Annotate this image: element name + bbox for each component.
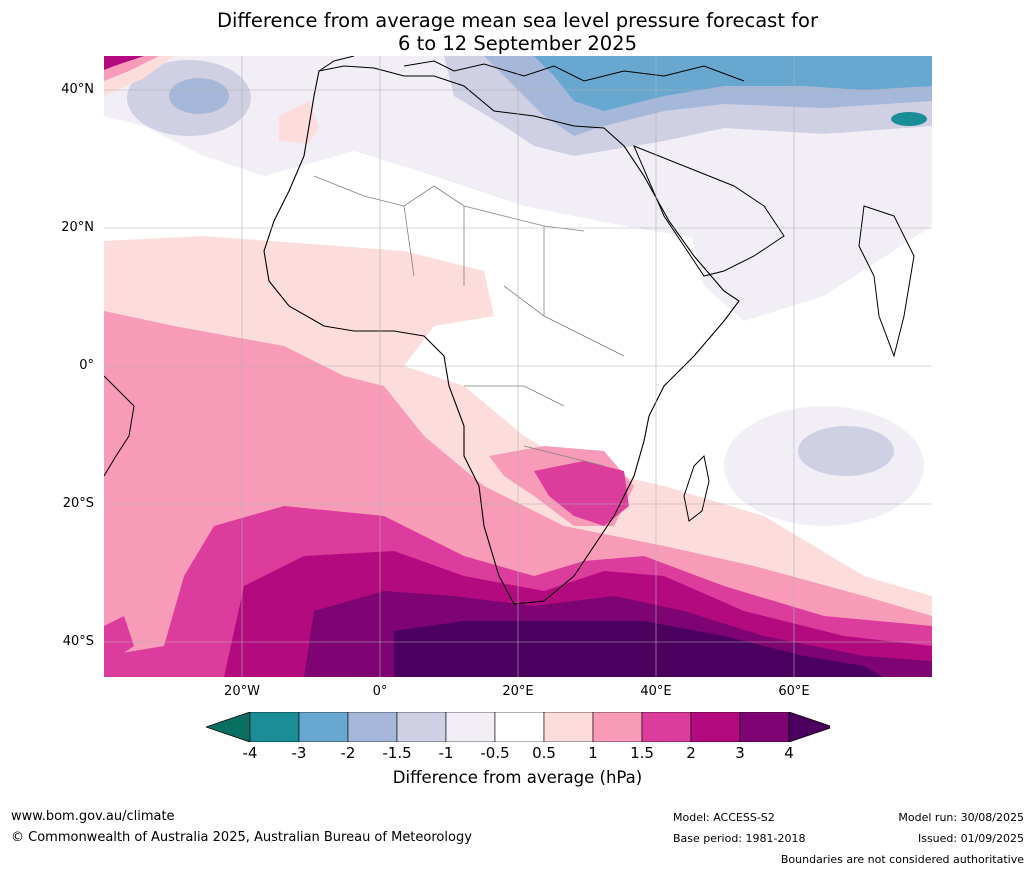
colorbar-tick-label: 0.5 <box>532 744 556 762</box>
colorbar-label: Difference from average (hPa) <box>392 768 643 787</box>
colorbar-tick-label: -2 <box>340 744 356 762</box>
colorbar-swatch <box>543 712 594 742</box>
website-link[interactable]: www.bom.gov.au/climate <box>11 809 175 824</box>
colorbar-tick-label: 1 <box>588 744 598 762</box>
map-title-period: 6 to 12 September 2025 <box>398 32 637 55</box>
colorbar-swatch <box>396 712 447 742</box>
colorbar-tick-label: 2 <box>686 744 696 762</box>
map-title: Difference from average mean sea level p… <box>217 9 818 32</box>
colorbar-swatch <box>690 712 741 742</box>
lon-label-60e: 60°E <box>778 684 810 699</box>
model-run-text: Model run: 30/08/2025 <box>898 811 1024 824</box>
colorbar-swatch <box>347 712 398 742</box>
colorbar-under-arrow <box>206 712 251 742</box>
colorbar-tick-label: 1.5 <box>630 744 654 762</box>
model-text: Model: ACCESS-S2 <box>673 811 775 824</box>
lat-label-20s: 20°S <box>62 496 94 511</box>
pressure-anomaly-map <box>104 56 932 677</box>
colorbar-tick-label: -3 <box>291 744 307 762</box>
colorbar-swatch <box>298 712 349 742</box>
colorbar-tick-label: 4 <box>784 744 794 762</box>
lon-label-0: 0° <box>372 684 388 699</box>
colorbar-tick-label: -1.5 <box>382 744 412 762</box>
lat-label-0: 0° <box>79 358 94 373</box>
copyright-text: © Commonwealth of Australia 2025, Austra… <box>11 830 472 845</box>
base-period-text: Base period: 1981-2018 <box>673 832 806 845</box>
lat-label-20n: 20°N <box>61 220 94 235</box>
colorbar-swatch <box>592 712 643 742</box>
colorbar-tick-label: -1 <box>438 744 454 762</box>
colorbar-swatch <box>249 712 300 742</box>
colorbar <box>206 712 830 742</box>
colorbar-swatch <box>641 712 692 742</box>
lon-label-20e: 20°E <box>502 684 534 699</box>
disclaimer-text: Boundaries are not considered authoritat… <box>780 853 1024 866</box>
lon-label-40e: 40°E <box>640 684 672 699</box>
colorbar-tick-label: 3 <box>735 744 745 762</box>
colorbar-over-arrow <box>788 712 830 742</box>
colorbar-swatch <box>445 712 496 742</box>
lat-label-40s: 40°S <box>62 634 94 649</box>
colorbar-tick-label: -0.5 <box>480 744 510 762</box>
colorbar-tick-label: -4 <box>242 744 258 762</box>
lon-label-20w: 20°W <box>224 684 260 699</box>
colorbar-swatch <box>739 712 790 742</box>
colorbar-swatch <box>494 712 545 742</box>
issued-text: Issued: 01/09/2025 <box>917 832 1024 845</box>
lat-label-40n: 40°N <box>61 82 94 97</box>
